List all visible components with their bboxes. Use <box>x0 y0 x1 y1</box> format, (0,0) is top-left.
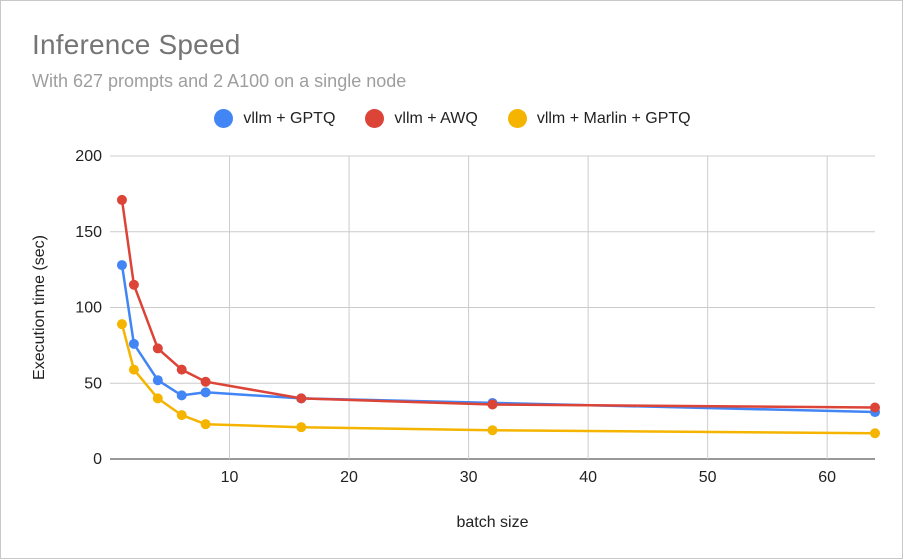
data-point-vllm-gptq-4[interactable] <box>152 375 163 386</box>
data-point-vllm-marlin-gptq-1[interactable] <box>116 319 127 330</box>
chart-subtitle: With 627 prompts and 2 A100 on a single … <box>32 71 407 91</box>
y-tick-label-150: 150 <box>75 224 102 241</box>
data-point-vllm-awq-8[interactable] <box>200 376 211 387</box>
x-tick-label-20: 20 <box>340 469 358 486</box>
x-tick-label-60: 60 <box>818 469 836 486</box>
gridlines <box>110 155 875 460</box>
legend-item-awq[interactable]: vllm + AWQ <box>365 109 478 128</box>
data-point-vllm-awq-4[interactable] <box>152 343 163 354</box>
series-line-vllm-gptq <box>120 264 876 414</box>
data-point-vllm-gptq-1[interactable] <box>116 260 127 271</box>
legend-label-awq: vllm + AWQ <box>394 109 478 127</box>
x-tick-label-10: 10 <box>221 469 239 486</box>
tick-labels: 0 50 100 150 200 10 20 30 40 50 60 <box>75 148 836 486</box>
data-point-vllm-marlin-gptq-16[interactable] <box>296 422 307 433</box>
data-point-vllm-awq-1[interactable] <box>116 194 127 205</box>
y-axis-title: Execution time (sec) <box>31 235 48 380</box>
data-point-vllm-marlin-gptq-2[interactable] <box>128 364 139 375</box>
data-point-vllm-marlin-gptq-8[interactable] <box>200 419 211 430</box>
y-tick-label-0: 0 <box>93 451 102 468</box>
legend-item-gptq[interactable]: vllm + GPTQ <box>214 109 335 128</box>
data-point-vllm-gptq-8[interactable] <box>200 387 211 398</box>
data-point-vllm-marlin-gptq-6[interactable] <box>176 410 187 421</box>
legend-label-gptq: vllm + GPTQ <box>243 109 336 127</box>
data-point-vllm-awq-16[interactable] <box>296 393 307 404</box>
series-line-vllm-marlin-gptq <box>120 323 876 435</box>
chart-title: Inference Speed <box>32 29 241 60</box>
x-tick-label-30: 30 <box>460 469 478 486</box>
data-point-vllm-gptq-2[interactable] <box>128 338 139 349</box>
data-point-vllm-marlin-gptq-4[interactable] <box>152 393 163 404</box>
legend-marker-gptq <box>214 109 234 128</box>
legend-label-marlin-gptq: vllm + Marlin + GPTQ <box>536 109 691 127</box>
data-point-vllm-awq-6[interactable] <box>176 364 187 375</box>
series-line-vllm-awq <box>120 199 876 409</box>
x-axis-title: batch size <box>456 514 528 531</box>
legend-item-marlin-gptq[interactable]: vllm + Marlin + GPTQ <box>507 109 691 128</box>
data-point-vllm-gptq-6[interactable] <box>176 390 187 401</box>
legend-marker-marlin-gptq <box>507 109 527 128</box>
data-point-vllm-marlin-gptq-32[interactable] <box>487 425 498 436</box>
chart-legend: vllm + GPTQ vllm + AWQ vllm + Marlin + G… <box>1 109 903 128</box>
legend-marker-awq <box>365 109 385 128</box>
series-lines <box>120 199 876 435</box>
data-point-vllm-awq-32[interactable] <box>487 399 498 410</box>
x-tick-label-40: 40 <box>579 469 597 486</box>
series-points <box>116 194 880 439</box>
y-tick-label-100: 100 <box>75 300 102 317</box>
data-point-vllm-marlin-gptq-64[interactable] <box>870 428 880 439</box>
y-tick-label-50: 50 <box>84 375 102 392</box>
data-point-vllm-awq-64[interactable] <box>870 402 880 413</box>
x-tick-label-50: 50 <box>699 469 717 486</box>
data-point-vllm-awq-2[interactable] <box>128 279 139 290</box>
y-tick-label-200: 200 <box>75 148 102 165</box>
